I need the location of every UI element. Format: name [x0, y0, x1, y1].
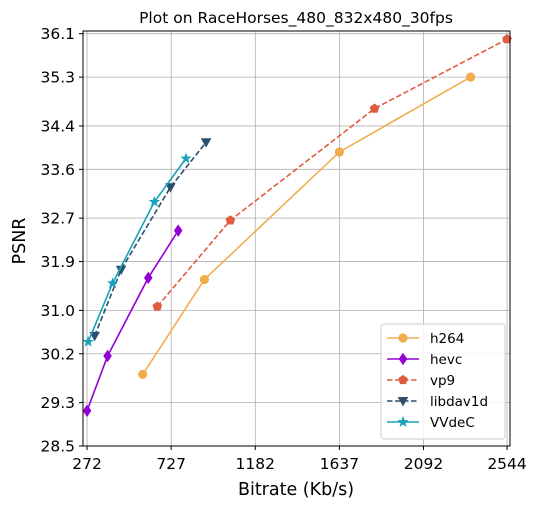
series-line: [87, 158, 187, 343]
series-line: [86, 230, 179, 412]
data-point: [200, 138, 212, 148]
series-h264: [138, 72, 476, 379]
x-tick-label: 1182: [236, 455, 275, 473]
data-point: [180, 152, 192, 164]
data-point: [89, 331, 100, 342]
y-tick-label: 29.3: [40, 394, 75, 412]
y-tick-label: 36.1: [40, 25, 75, 43]
data-point: [334, 147, 344, 157]
y-tick-label: 35.3: [40, 69, 75, 87]
x-tick-label: 2544: [487, 455, 526, 473]
legend-entry-h264: h264: [387, 331, 464, 347]
series-vp9: [152, 34, 512, 311]
x-tick-label: 2092: [404, 455, 443, 473]
x-tick-label: 727: [156, 455, 186, 473]
data-point: [106, 277, 119, 289]
legend-label: VVdeC: [430, 415, 475, 431]
series-line: [93, 141, 207, 337]
data-point: [138, 369, 148, 379]
y-tick-label: 31.0: [40, 302, 75, 320]
x-tick-label: 1637: [320, 455, 359, 473]
y-axis-label: PSNR: [10, 218, 30, 265]
series-layer: [82, 34, 512, 417]
legend-label: h264: [430, 331, 464, 347]
series-hevc: [82, 224, 183, 417]
data-point: [369, 103, 380, 113]
series-vvdec: [82, 152, 192, 347]
legend-entry-libdav1d: libdav1d: [387, 394, 488, 410]
data-point: [152, 301, 163, 311]
data-point: [165, 183, 176, 193]
legend-label: vp9: [430, 373, 455, 389]
plot-frame: [82, 30, 511, 447]
series-libdav1d: [89, 138, 212, 342]
x-tick-label: 272: [72, 455, 102, 473]
y-tick-label: 28.5: [40, 438, 75, 456]
legend-marker: [398, 352, 408, 366]
legend-marker: [398, 333, 408, 343]
legend-label: hevc: [430, 352, 462, 368]
legend-entry-vp9: vp9: [387, 373, 455, 389]
data-point: [502, 34, 512, 44]
ticks: 272 727 1182 1637 2092 2544 28.5 29.3 30.2 31.0 31…: [40, 25, 526, 473]
y-tick-label: 33.6: [40, 161, 75, 179]
legend-marker: [397, 416, 409, 427]
legend: h264 hevc vp9 libdav1d VVdeC: [380, 323, 506, 440]
legend-marker: [397, 396, 409, 407]
y-tick-label: 30.2: [40, 345, 75, 363]
data-point: [225, 215, 236, 225]
x-axis-label: Bitrate (Kb/s): [238, 480, 354, 500]
legend-entry-vvdec: VVdeC: [387, 415, 475, 431]
grid: [83, 31, 510, 447]
y-tick-label: 31.9: [40, 253, 75, 271]
series-line: [142, 76, 472, 375]
legend-box: [380, 323, 506, 440]
data-point: [173, 224, 183, 237]
data-point: [82, 404, 92, 417]
y-tick-label: 32.7: [40, 210, 75, 228]
series-line: [156, 38, 508, 308]
data-point: [82, 335, 94, 347]
legend-marker: [398, 374, 408, 385]
data-point: [199, 274, 210, 285]
y-tick-label: 34.4: [40, 117, 75, 135]
chart-title: Plot on RaceHorses_480_832x480_30fps: [139, 9, 453, 28]
data-point: [466, 72, 476, 82]
data-point: [103, 349, 112, 363]
data-point: [148, 195, 161, 207]
data-point: [143, 271, 153, 285]
legend-entry-hevc: hevc: [387, 352, 462, 368]
legend-label: libdav1d: [430, 394, 488, 410]
